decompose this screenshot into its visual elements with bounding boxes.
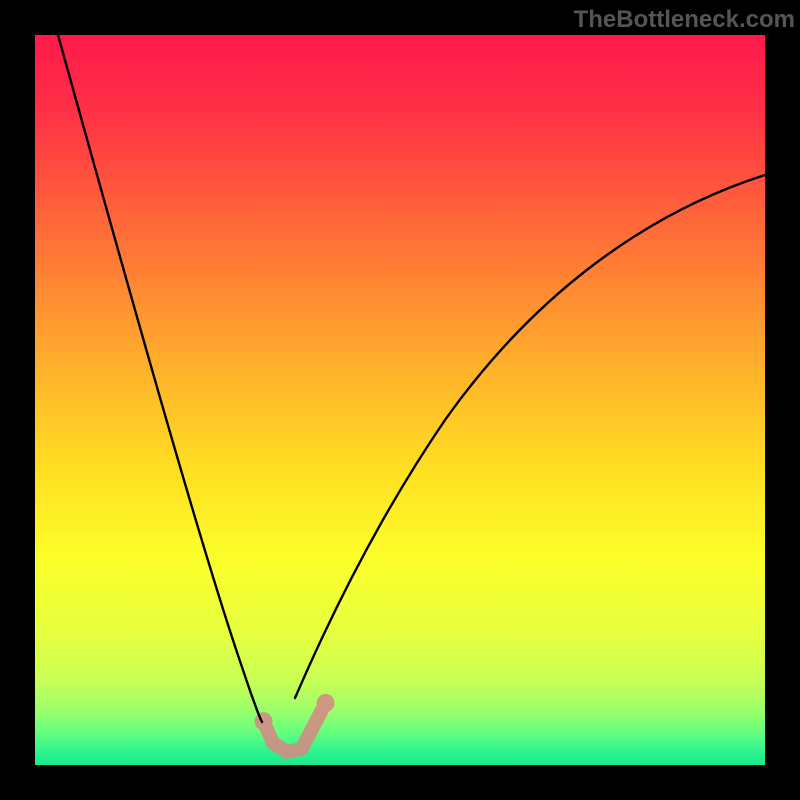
gradient-background	[35, 35, 765, 765]
chart-frame: TheBottleneck.com	[0, 0, 800, 800]
chart-svg	[0, 0, 800, 800]
watermark-text: TheBottleneck.com	[574, 6, 795, 34]
